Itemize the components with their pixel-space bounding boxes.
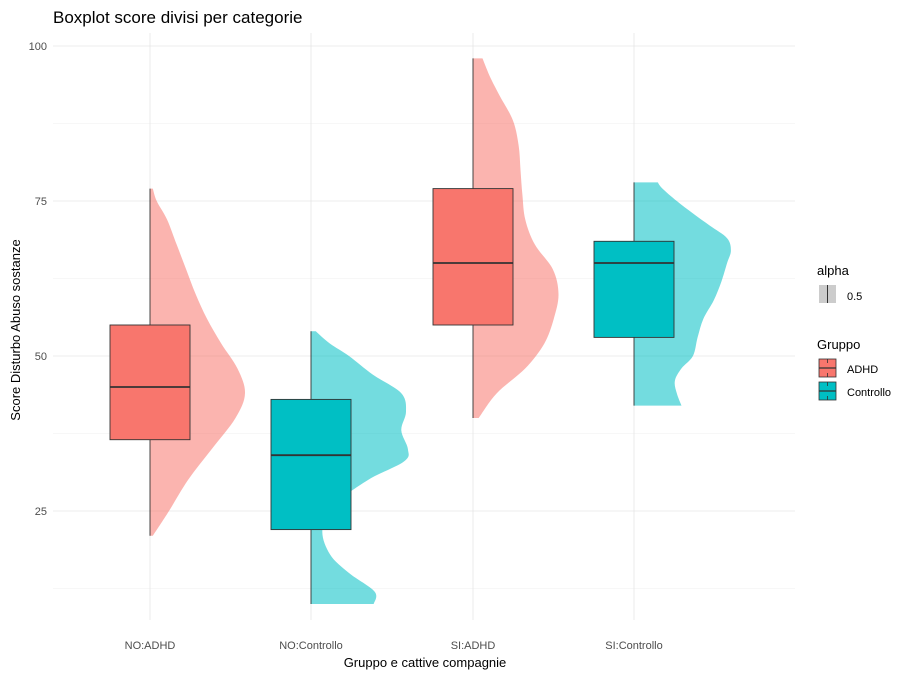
y-axis-title: Score Disturbo Abuso sostanze xyxy=(8,239,23,420)
box-si-adhd xyxy=(432,188,514,326)
violin-si-adhd xyxy=(473,58,559,419)
x-tick-labels: NO:ADHD NO:Controllo SI:ADHD SI:Controllo xyxy=(125,640,663,652)
y-tick-label: 75 xyxy=(35,196,47,208)
legend-label-controllo: Controllo xyxy=(847,387,891,399)
legend-gruppo-title: Gruppo xyxy=(817,337,860,352)
violin-no-adhd xyxy=(150,188,246,536)
legend-key-controllo xyxy=(818,381,837,401)
violin-si-controllo xyxy=(634,182,731,406)
box-no-adhd xyxy=(109,324,191,441)
x-tick-label: NO:ADHD xyxy=(125,640,176,652)
legend-label-adhd: ADHD xyxy=(847,364,878,376)
x-tick-label: NO:Controllo xyxy=(279,640,343,652)
y-tick-labels: 25 50 75 100 xyxy=(29,41,47,518)
y-tick-label: 50 xyxy=(35,351,47,363)
legend-alpha-title: alpha xyxy=(817,263,850,278)
legend: alpha 0.5 Gruppo ADHD Controllo xyxy=(817,263,891,401)
y-tick-label: 100 xyxy=(29,41,47,53)
x-tick-label: SI:Controllo xyxy=(605,640,662,652)
x-axis-title: Gruppo e cattive compagnie xyxy=(344,655,507,670)
legend-alpha-label: 0.5 xyxy=(847,291,862,303)
x-tick-label: SI:ADHD xyxy=(451,640,496,652)
box-si-controllo xyxy=(593,240,675,338)
y-tick-label: 25 xyxy=(35,506,47,518)
legend-alpha-key xyxy=(819,285,836,303)
legend-key-adhd xyxy=(818,358,837,378)
box-no-controllo xyxy=(270,398,352,531)
box-layer xyxy=(109,58,675,604)
chart-title: Boxplot score divisi per categorie xyxy=(53,8,302,27)
